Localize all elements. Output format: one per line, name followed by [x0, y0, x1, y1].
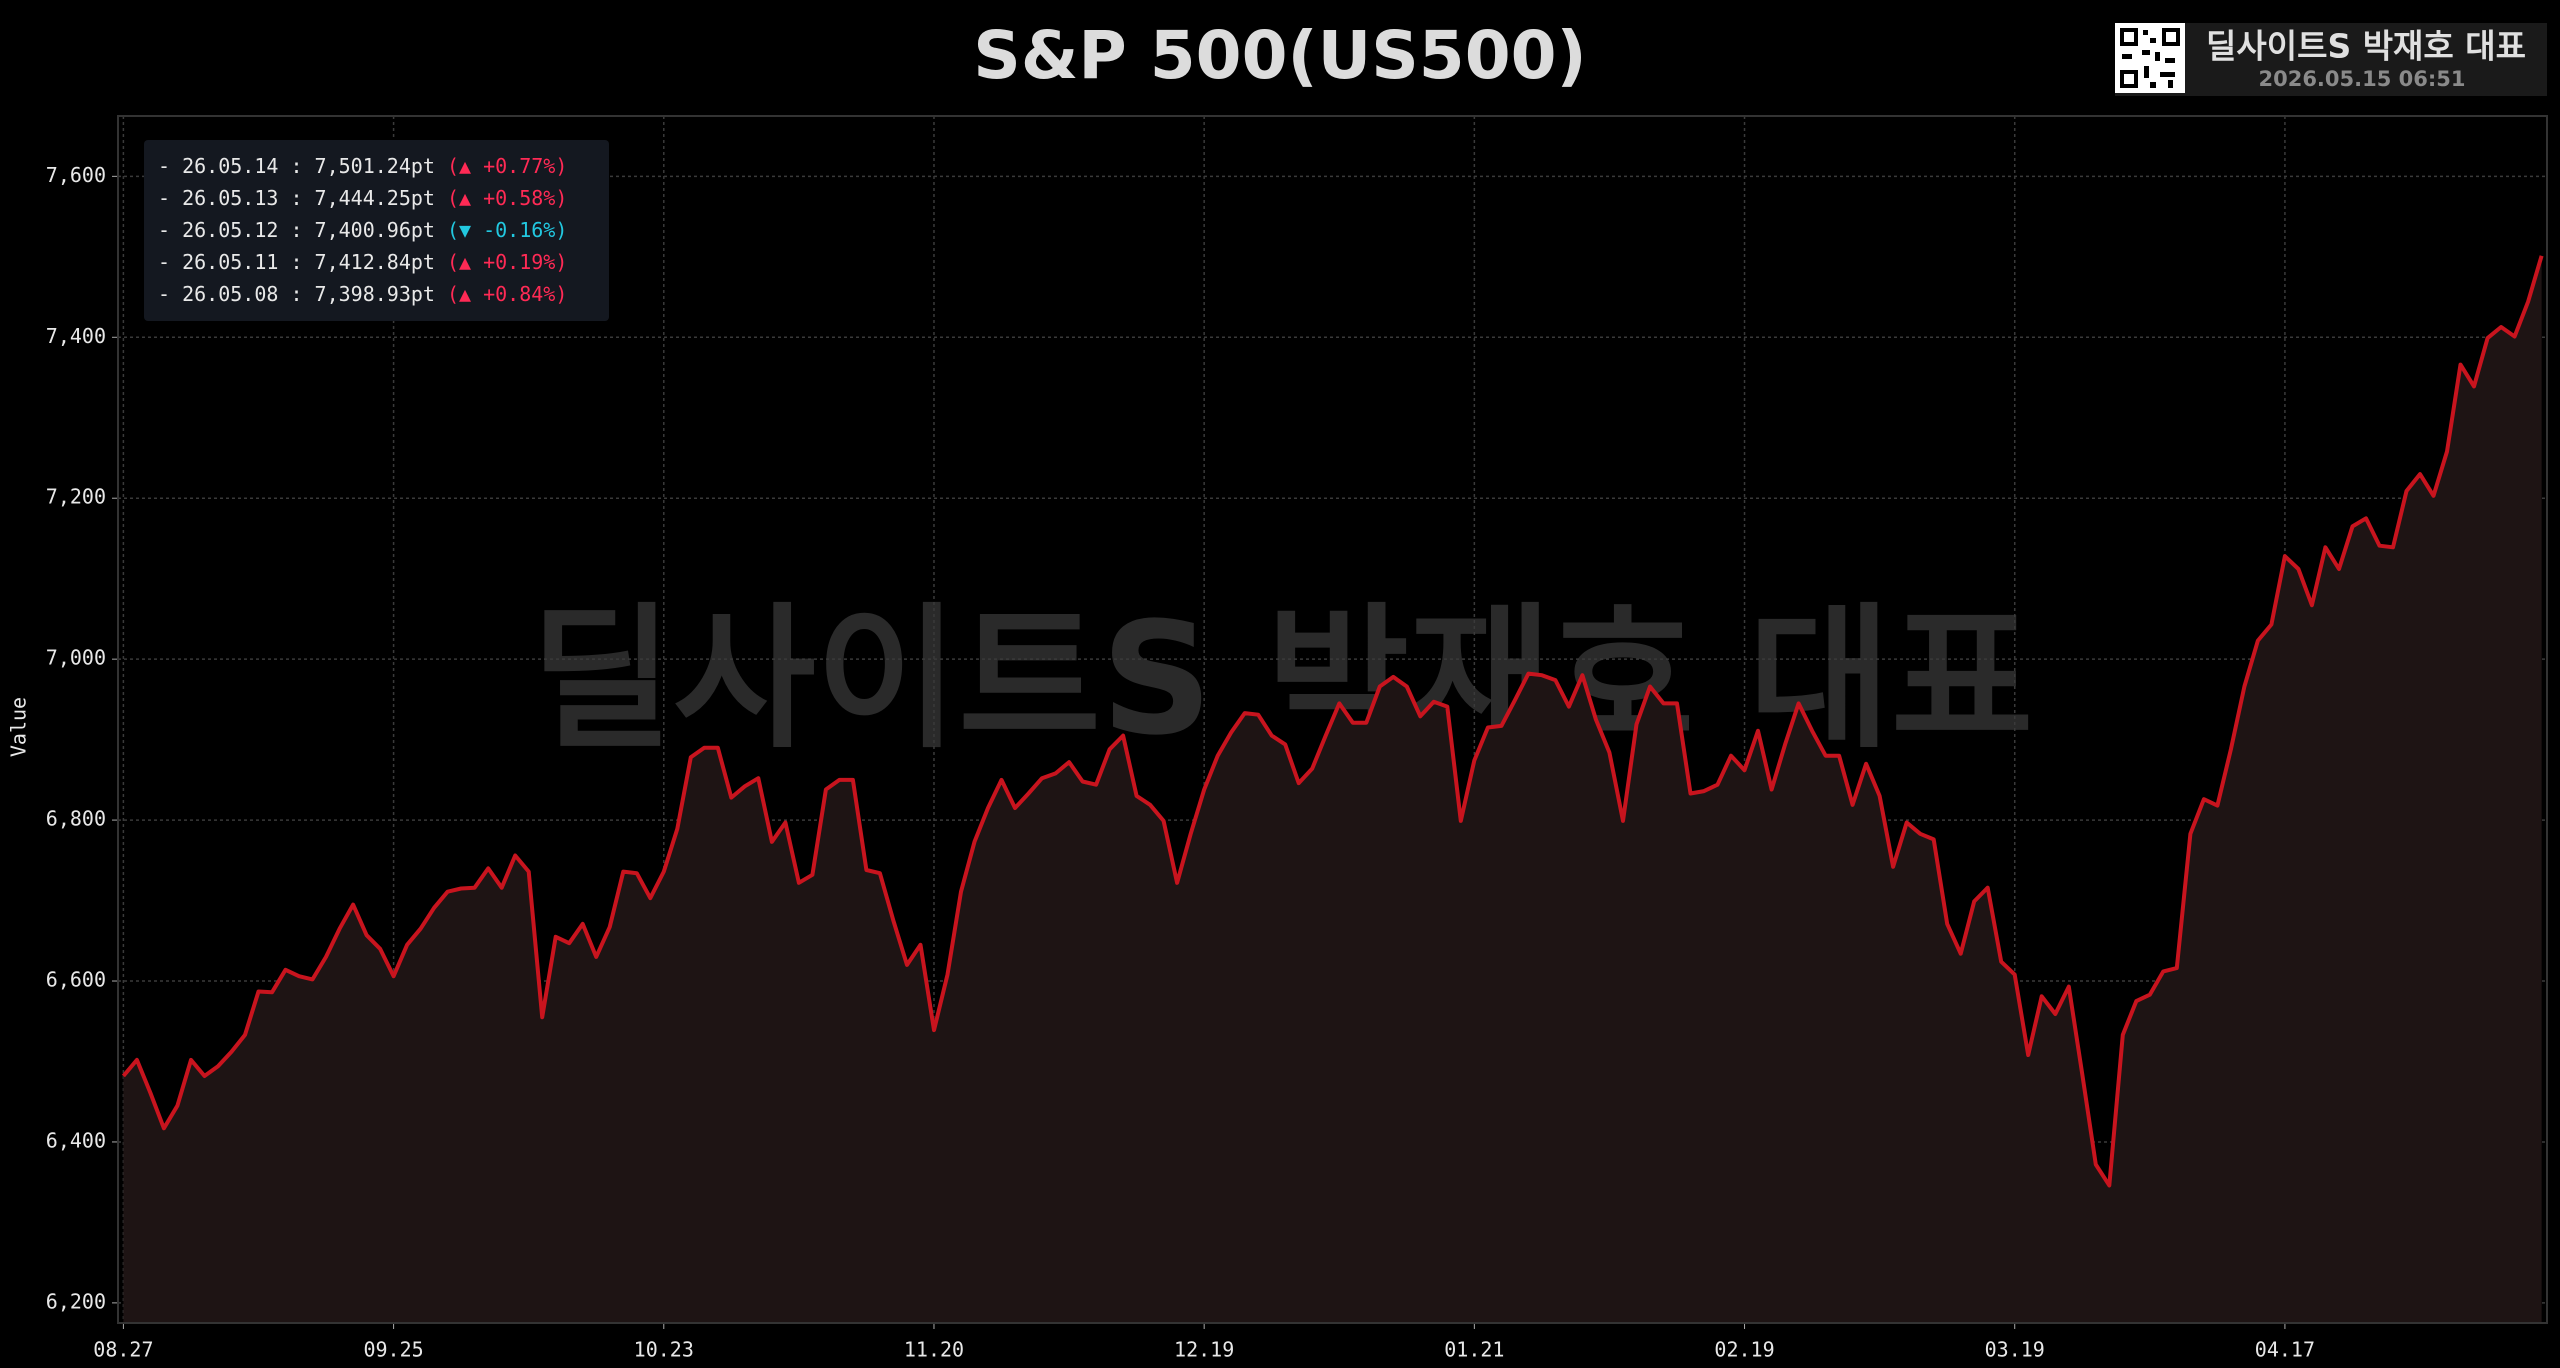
x-tick-label: 12.19 — [1174, 1338, 1234, 1362]
info-text: - 26.05.11 : 7,412.84pt — [158, 250, 435, 274]
y-axis-label: Value — [7, 697, 31, 757]
info-row: - 26.05.14 : 7,501.24pt (▲ +0.77%) — [158, 150, 609, 182]
y-tick-label: 6,600 — [46, 968, 106, 992]
x-tick-label: 09.25 — [363, 1338, 423, 1362]
x-tick-label: 03.19 — [1985, 1338, 2045, 1362]
chart-title: S&P 500(US500) — [973, 17, 1586, 94]
info-text: - 26.05.08 : 7,398.93pt — [158, 282, 435, 306]
y-tick-label: 7,400 — [46, 324, 106, 348]
y-tick-label: 6,200 — [46, 1289, 106, 1313]
area-fill — [123, 255, 2542, 1323]
price-line — [121, 255, 2544, 1188]
badge-timestamp: 2026.05.15 06:51 — [2258, 67, 2465, 91]
x-tick-label: 01.21 — [1444, 1338, 1504, 1362]
info-change: (▼ -0.16%) — [446, 218, 568, 242]
x-tick-label: 08.27 — [93, 1338, 153, 1362]
y-tick-label: 7,200 — [46, 485, 106, 509]
info-text: - 26.05.14 : 7,501.24pt — [158, 154, 435, 178]
y-tick-label: 7,000 — [46, 646, 106, 670]
info-text: - 26.05.12 : 7,400.96pt — [158, 218, 435, 242]
watermark: 딜사이트S 박재호 대표 — [531, 588, 2034, 769]
plot-area: 딜사이트S 박재호 대표 6,200 6,400 6,600 6,800 7,000 7,2… — [46, 115, 2548, 1362]
info-text: - 26.05.13 : 7,444.25pt — [158, 186, 435, 210]
info-row: - 26.05.12 : 7,400.96pt (▼ -0.16%) — [158, 214, 609, 246]
x-tick-label: 10.23 — [634, 1338, 694, 1362]
info-change: (▲ +0.58%) — [446, 186, 568, 210]
info-row: - 26.05.08 : 7,398.93pt (▲ +0.84%) — [158, 278, 609, 310]
info-change: (▲ +0.77%) — [446, 154, 568, 178]
info-change: (▲ +0.19%) — [446, 250, 568, 274]
qr-pattern — [2120, 28, 2180, 88]
plot-border — [117, 115, 2548, 1324]
x-tick-label: 11.20 — [904, 1338, 964, 1362]
x-tick-label: 02.19 — [1714, 1338, 1774, 1362]
badge: 딜사이트S 박재호 대표 2026.05.15 06:51 — [2115, 23, 2547, 96]
info-change: (▲ +0.84%) — [446, 282, 568, 306]
info-box: - 26.05.14 : 7,501.24pt (▲ +0.77%) - 26.05… — [144, 140, 609, 321]
y-tick-label: 6,400 — [46, 1128, 106, 1152]
x-tick-label: 04.17 — [2255, 1338, 2315, 1362]
y-tick-label: 6,800 — [46, 807, 106, 831]
badge-bg — [2115, 23, 2547, 96]
info-row: - 26.05.13 : 7,444.25pt (▲ +0.58%) — [158, 182, 609, 214]
badge-name: 딜사이트S 박재호 대표 — [2206, 27, 2526, 66]
info-row: - 26.05.11 : 7,412.84pt (▲ +0.19%) — [158, 246, 609, 278]
y-tick-label: 7,600 — [46, 163, 106, 187]
